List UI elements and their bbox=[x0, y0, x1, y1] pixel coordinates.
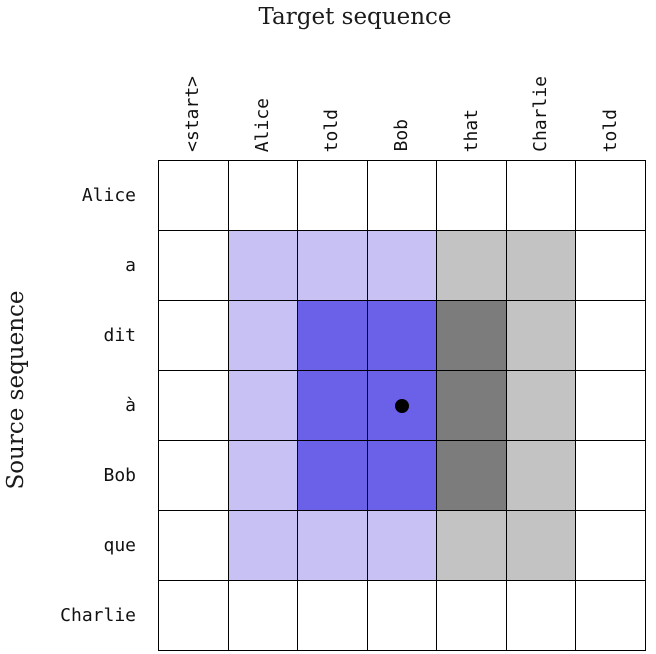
column-header: Bob bbox=[367, 42, 437, 160]
matrix-cell bbox=[437, 511, 507, 581]
matrix-cell bbox=[576, 441, 646, 511]
matrix-cell bbox=[437, 371, 507, 441]
matrix-cell bbox=[228, 161, 299, 231]
matrix-cell bbox=[437, 581, 507, 651]
matrix-cell bbox=[437, 301, 507, 371]
row-label: Charlie bbox=[60, 604, 136, 626]
matrix-cell bbox=[159, 371, 229, 441]
matrix-cell bbox=[367, 441, 438, 511]
matrix-cell bbox=[437, 231, 507, 301]
column-label: <start> bbox=[182, 76, 204, 152]
matrix-cell bbox=[228, 441, 299, 511]
column-label: that bbox=[460, 108, 482, 152]
matrix-cell bbox=[159, 511, 229, 581]
matrix-cell bbox=[367, 301, 438, 371]
matrix-cell bbox=[437, 161, 507, 231]
matrix-cell bbox=[298, 581, 368, 651]
chart-title: Target sequence bbox=[258, 4, 452, 30]
matrix-cell bbox=[298, 371, 368, 441]
column-header: told bbox=[297, 42, 367, 160]
column-label: Bob bbox=[391, 119, 413, 152]
matrix-cell bbox=[437, 441, 507, 511]
matrix-cell bbox=[298, 231, 368, 301]
matrix-cell bbox=[367, 581, 438, 651]
matrix-cell bbox=[576, 161, 646, 231]
matrix-cell bbox=[159, 161, 229, 231]
matrix-cell bbox=[159, 231, 229, 301]
matrix-cell bbox=[576, 511, 646, 581]
matrix-cell bbox=[298, 511, 368, 581]
matrix-cell bbox=[228, 581, 299, 651]
matrix-cell bbox=[506, 231, 577, 301]
row-label: à bbox=[125, 394, 136, 416]
column-label: Charlie bbox=[530, 76, 552, 152]
matrix-cell bbox=[576, 231, 646, 301]
column-label: Alice bbox=[251, 97, 273, 152]
matrix-cell bbox=[367, 161, 438, 231]
matrix-cell bbox=[576, 371, 646, 441]
attention-dot bbox=[394, 398, 409, 413]
column-headers: <start> Alice told Bob that Charlie told bbox=[158, 42, 645, 160]
matrix-cell bbox=[367, 371, 438, 441]
matrix-cell bbox=[298, 301, 368, 371]
row-labels: Alice a dit à Bob que Charlie bbox=[0, 160, 150, 650]
matrix-cell bbox=[576, 581, 646, 651]
row-label: que bbox=[103, 534, 136, 556]
matrix-cell bbox=[506, 441, 577, 511]
column-label: told bbox=[599, 108, 621, 152]
matrix-cell bbox=[506, 161, 577, 231]
column-header: that bbox=[436, 42, 506, 160]
column-header: Charlie bbox=[506, 42, 576, 160]
matrix-cell bbox=[367, 511, 438, 581]
matrix-cell bbox=[159, 441, 229, 511]
row-label: Alice bbox=[81, 184, 136, 206]
matrix-cell bbox=[298, 441, 368, 511]
matrix-cell bbox=[506, 581, 577, 651]
matrix-grid bbox=[158, 160, 646, 651]
matrix-cell bbox=[576, 301, 646, 371]
matrix-cell bbox=[506, 301, 577, 371]
matrix-cell bbox=[506, 371, 577, 441]
column-header: <start> bbox=[158, 42, 228, 160]
matrix-cell bbox=[228, 371, 299, 441]
column-header: Alice bbox=[228, 42, 298, 160]
matrix-cell bbox=[228, 511, 299, 581]
matrix-cell bbox=[159, 581, 229, 651]
matrix-cell bbox=[506, 511, 577, 581]
row-label: dit bbox=[103, 324, 136, 346]
column-label: told bbox=[321, 108, 343, 152]
matrix-cell bbox=[228, 301, 299, 371]
row-label: Bob bbox=[103, 464, 136, 486]
column-header: told bbox=[575, 42, 645, 160]
matrix-cell bbox=[367, 231, 438, 301]
row-label: a bbox=[125, 254, 136, 276]
matrix-cell bbox=[228, 231, 299, 301]
matrix-cell bbox=[298, 161, 368, 231]
matrix-cell bbox=[159, 301, 229, 371]
